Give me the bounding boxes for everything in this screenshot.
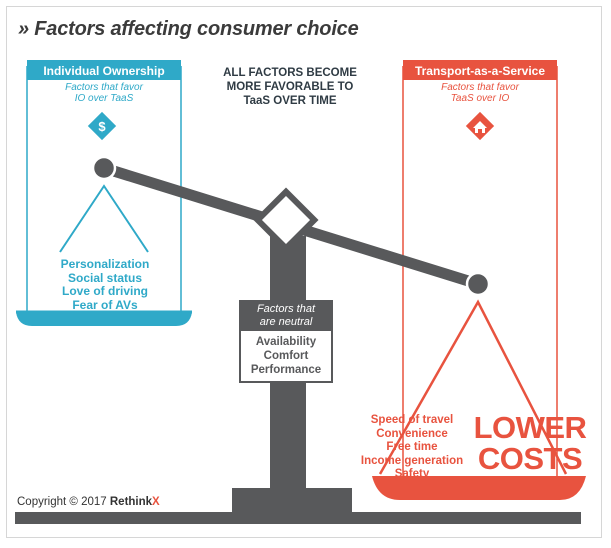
taas-subtitle-line2: TaaS over IO (450, 93, 510, 104)
ground-bar (15, 512, 581, 524)
figure-title: » Factors affecting consumer choice (18, 18, 359, 40)
io-subtitle: Factors that favor IO over TaaS (27, 82, 181, 104)
io-factor: Love of driving (61, 284, 148, 298)
neutral-factor: Availability (255, 336, 317, 348)
neutral-factor: Performance (250, 364, 322, 376)
emphasis-line2: COSTS (477, 441, 583, 476)
taas-factor: Safety (394, 468, 430, 480)
io-beam-end (91, 155, 117, 181)
neutral-factor: Comfort (263, 350, 309, 362)
house-icon (465, 111, 495, 141)
neutral-factor-list: Availability Comfort Performance (239, 331, 333, 383)
taas-header: Transport-as-a-Service Factors that favo… (403, 60, 557, 104)
taas-hanger (378, 299, 568, 475)
copyright-notice: Copyright © 2017 RethinkX (17, 496, 160, 508)
center-note-line1: ALL FACTORS BECOME (223, 67, 357, 79)
taas-heading: Transport-as-a-Service (403, 60, 557, 80)
io-pan (16, 312, 192, 326)
taas-subtitle-line1: Factors that favor (441, 82, 519, 93)
neutral-heading: Factors that are neutral (239, 300, 333, 331)
io-hanger (59, 184, 149, 253)
neutral-factors-box: Factors that are neutral Availability Co… (239, 300, 333, 383)
io-factor: Personalization (60, 257, 150, 271)
lower-costs-emphasis: LOWER COSTS (470, 412, 590, 474)
neutral-heading-line1: Factors that (256, 303, 316, 315)
dollar-icon: $ (87, 111, 117, 141)
io-factor-list: Personalization Social status Love of dr… (38, 257, 172, 312)
taas-beam-end (465, 271, 491, 297)
io-factor: Social status (67, 270, 143, 285)
io-factor: Fear of AVs (72, 297, 138, 312)
copyright-prefix: Copyright © 2017 (17, 496, 107, 508)
neutral-heading-line2: are neutral (259, 316, 313, 328)
pivot-diamond (253, 187, 319, 253)
io-header: Individual Ownership Factors that favor … (27, 60, 181, 104)
scale-base (232, 488, 352, 512)
io-subtitle-line2: IO over TaaS (74, 93, 134, 104)
taas-pan (372, 476, 586, 500)
center-note: ALL FACTORS BECOME MORE FAVORABLE TO Taa… (205, 66, 375, 108)
brand-mark: X (152, 496, 160, 508)
taas-subtitle: Factors that favor TaaS over IO (403, 82, 557, 104)
taas-factor: Free time (386, 441, 438, 453)
io-heading: Individual Ownership (27, 60, 181, 80)
center-note-line3: TaaS OVER TIME (243, 95, 337, 107)
io-subtitle-line1: Factors that favor (65, 82, 143, 93)
taas-factor: Income generation (360, 454, 464, 467)
emphasis-line1: LOWER (473, 410, 587, 445)
taas-factor: Speed of travel (370, 414, 454, 426)
taas-factor-list: Speed of travel Convenience Free time In… (354, 414, 470, 482)
center-note-line2: MORE FAVORABLE TO (226, 81, 354, 93)
taas-factor: Convenience (376, 427, 448, 440)
svg-text:$: $ (98, 119, 106, 134)
brand-name: Rethink (109, 496, 153, 508)
